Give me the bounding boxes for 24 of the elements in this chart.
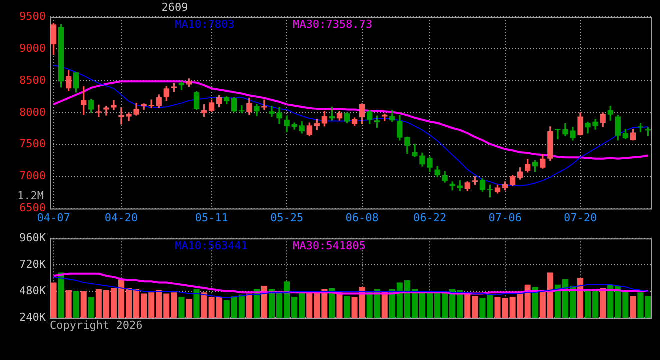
- text: MA10:563441: [175, 239, 248, 252]
- x-tick-label: 07-20: [564, 211, 598, 224]
- y-tick-label: 9500: [20, 10, 46, 23]
- x-tick-label: 05-25: [270, 211, 304, 224]
- x-tick-label: 07-06: [488, 211, 522, 224]
- x-tick-label: 06-08: [346, 211, 379, 224]
- y-tick-label: 7000: [20, 170, 46, 183]
- y-tick-label: 7500: [20, 138, 46, 151]
- y-tick-label: 720K: [20, 258, 46, 271]
- text: 1.2M: [18, 190, 44, 203]
- x-tick-label: 06-22: [413, 211, 447, 224]
- y-tick-label: 240K: [20, 310, 46, 324]
- text: MA10:7803: [175, 18, 235, 31]
- y-tick-label: 8500: [20, 74, 46, 87]
- x-tick-label: 04-20: [104, 211, 138, 224]
- text: MA30:541805: [293, 239, 366, 252]
- text: MA30:7358.73: [293, 18, 372, 31]
- x-tick-label: 05-11: [195, 211, 228, 224]
- y-tick-label: 9000: [20, 42, 46, 55]
- y-tick-label: 960K: [20, 231, 46, 244]
- chart-title: 2609: [162, 0, 188, 14]
- y-tick-label: 480K: [20, 284, 46, 298]
- text: Copyright 2026: [50, 318, 143, 332]
- y-tick-label: 8000: [20, 106, 46, 119]
